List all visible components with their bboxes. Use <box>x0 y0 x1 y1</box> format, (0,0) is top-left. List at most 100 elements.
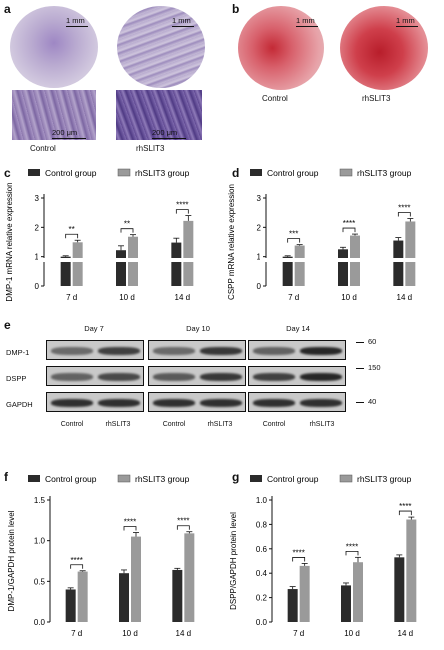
bar-control <box>116 250 126 286</box>
bar-control <box>119 573 129 622</box>
blot-band <box>51 399 93 407</box>
x-tick-label: 10 d <box>344 629 360 638</box>
scale-bar <box>396 26 418 27</box>
bar-rhslit3 <box>77 571 88 622</box>
blot-band <box>51 347 93 355</box>
bar-rhslit3 <box>299 565 310 622</box>
y-tick-label: 1 <box>35 253 40 262</box>
significance-bracket <box>342 227 356 233</box>
bar-control <box>282 256 293 286</box>
panel-label-d: d <box>232 166 240 180</box>
significance-bracket <box>175 209 189 214</box>
scale-bar-text: 200 μm <box>52 128 78 137</box>
y-tick-label: 0.0 <box>34 618 46 627</box>
bar-control <box>172 569 183 622</box>
significance-bracket <box>176 525 190 530</box>
scale-bar-text: 200 μm <box>152 128 178 137</box>
bar-rhslit3 <box>294 245 305 286</box>
x-tick-label: 7 d <box>66 293 77 302</box>
y-tick-label: 3 <box>257 194 262 203</box>
panel-label-e: e <box>4 318 11 332</box>
legend-label-control: Control group <box>267 474 319 484</box>
y-axis-label: CSPP mRNA relative expression <box>227 184 236 300</box>
legend-label-treated: rhSLIT3 group <box>135 474 190 484</box>
condition-label: rhSLIT3 <box>105 421 131 428</box>
significance-bracket <box>287 238 301 243</box>
y-tick-label: 0.0 <box>256 618 268 627</box>
condition-label: rhSLIT3 <box>309 421 335 428</box>
legend-swatch-treated <box>339 168 353 177</box>
bar-control <box>338 249 348 286</box>
legend-swatch-treated <box>117 168 131 177</box>
significance-label: **** <box>176 201 188 210</box>
panel-label-g: g <box>232 470 240 484</box>
legend-label-treated: rhSLIT3 group <box>357 168 412 178</box>
significance-label: ** <box>69 225 75 234</box>
blot-membrane-dmp-1 <box>248 340 346 360</box>
y-tick-label: 2 <box>257 223 262 232</box>
legend-swatch-control <box>250 475 262 482</box>
legend-label-control: Control group <box>45 168 97 178</box>
bar-control <box>60 256 71 286</box>
bar-rhslit3 <box>405 221 416 286</box>
control-label: Control <box>262 94 288 103</box>
y-axis-label: DMP-1/GAPDH protein level <box>7 510 16 611</box>
legend-swatch-control <box>28 475 40 482</box>
scale-bar <box>66 26 88 27</box>
y-tick-label: 0.5 <box>34 577 46 586</box>
y-tick-label: 1.5 <box>34 496 46 505</box>
blot-band <box>200 373 242 381</box>
x-tick-label: 7 d <box>288 293 299 302</box>
condition-label: Control <box>60 421 84 428</box>
blot-membrane-gapdh <box>248 392 346 412</box>
legend-swatch-treated <box>117 474 131 483</box>
blot-membrane-dspp <box>148 366 246 386</box>
scale-bar <box>172 26 194 27</box>
blot-membranes <box>46 336 356 418</box>
bar-rhslit3 <box>131 536 141 622</box>
x-tick-label: 10 d <box>122 629 138 638</box>
row-label: DMP-1 <box>6 348 30 357</box>
kda-marker: 150 <box>368 363 381 372</box>
legend: Control group rhSLIT3 group <box>28 168 190 178</box>
rhslit3-stain-disc <box>117 6 205 88</box>
y-tick-label: 0 <box>35 282 40 291</box>
blot-band <box>300 399 342 407</box>
blot-band <box>98 373 140 381</box>
panel-label-f: f <box>4 470 8 484</box>
significance-bracket <box>65 233 79 239</box>
y-tick-label: 3 <box>35 194 40 203</box>
control-stain-disc <box>10 6 98 88</box>
bar-control <box>341 585 351 622</box>
x-tick-label: 10 d <box>341 293 357 302</box>
bar-control <box>65 589 76 622</box>
y-tick-label: 0 <box>257 282 262 291</box>
blot-band <box>153 399 195 407</box>
panel-label-b: b <box>232 2 240 16</box>
scale-bar <box>52 138 86 139</box>
blot-band <box>253 347 295 355</box>
y-axis-label: DMP-1 mRNA relative expression <box>5 182 14 301</box>
x-tick-label: 14 d <box>176 629 192 638</box>
blot-band <box>153 347 195 355</box>
y-tick-label: 1.0 <box>256 496 268 505</box>
significance-bracket <box>397 212 411 217</box>
significance-label: **** <box>292 548 304 557</box>
legend: Control group rhSLIT3 group <box>250 474 412 484</box>
x-tick-label: 14 d <box>175 293 191 302</box>
y-tick-label: 0.2 <box>256 594 268 603</box>
legend: Control group rhSLIT3 group <box>28 474 190 484</box>
day-label: Day 10 <box>186 324 210 333</box>
axis-break <box>38 258 212 262</box>
blot-membrane-dspp <box>248 366 346 386</box>
blot-band <box>153 373 195 381</box>
significance-bracket <box>123 526 137 531</box>
y-tick-label: 1 <box>257 253 262 262</box>
x-tick-label: 7 d <box>293 629 304 638</box>
legend: Control group rhSLIT3 group <box>250 168 412 178</box>
y-tick-label: 2 <box>35 223 40 232</box>
y-axis-label: DSPP/GAPDH protein level <box>229 512 238 610</box>
kda-marker: 40 <box>368 397 377 406</box>
legend-label-treated: rhSLIT3 group <box>357 474 412 484</box>
blot-membrane-gapdh <box>148 392 246 412</box>
